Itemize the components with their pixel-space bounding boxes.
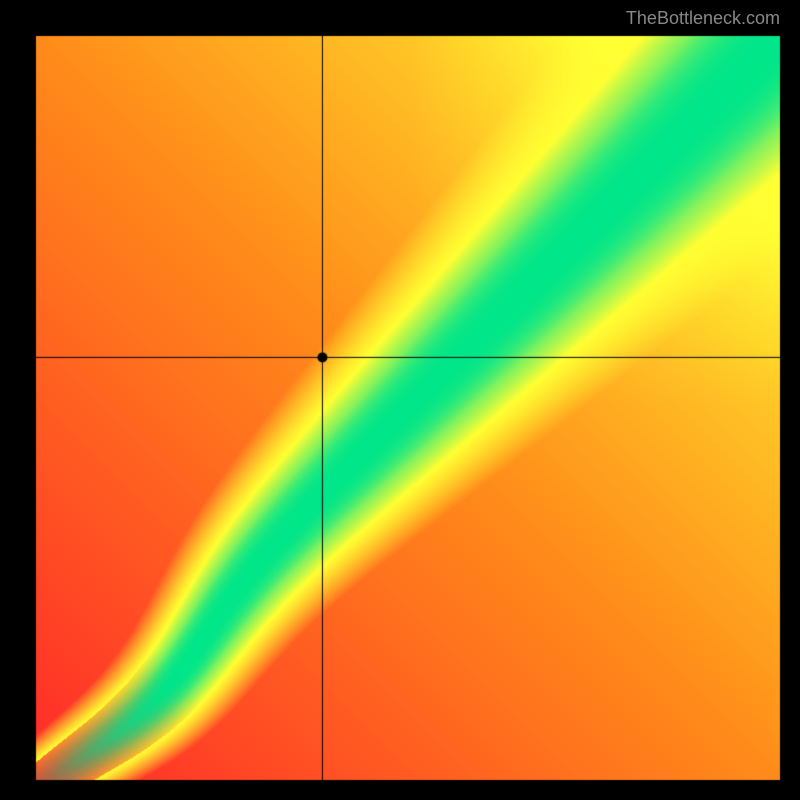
chart-container: TheBottleneck.com xyxy=(0,0,800,800)
watermark-text: TheBottleneck.com xyxy=(626,8,780,29)
heatmap-canvas xyxy=(0,0,800,800)
